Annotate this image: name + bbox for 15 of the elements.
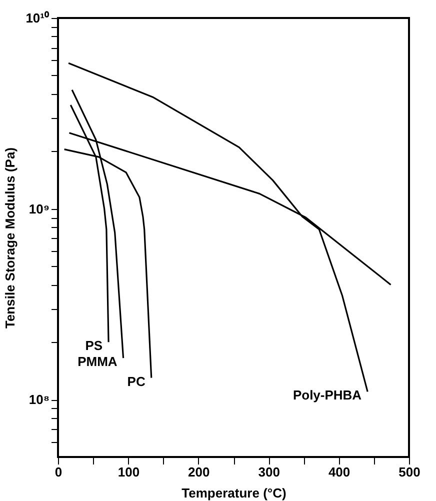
series-label: PS bbox=[85, 338, 103, 354]
series-label: PC bbox=[127, 374, 146, 389]
x-tick-label: 500 bbox=[398, 464, 420, 480]
y-tick-label: 10⁹ bbox=[28, 201, 50, 216]
y-tick-label: 10¹⁰ bbox=[26, 10, 50, 26]
x-tick-label: 300 bbox=[258, 464, 280, 480]
y-axis-title: Tensile Storage Modulus (Pa) bbox=[2, 147, 18, 329]
series-label: PMMA bbox=[78, 354, 118, 370]
x-tick-label: 100 bbox=[118, 464, 140, 480]
y-tick-label: 10⁸ bbox=[28, 392, 50, 408]
x-tick-label: 0 bbox=[54, 464, 62, 480]
series-label: Poly-PHBA bbox=[292, 388, 362, 403]
x-tick-label: 200 bbox=[188, 464, 210, 480]
x-axis-title: Temperature (°C) bbox=[182, 486, 286, 500]
x-tick-label: 400 bbox=[328, 464, 350, 480]
